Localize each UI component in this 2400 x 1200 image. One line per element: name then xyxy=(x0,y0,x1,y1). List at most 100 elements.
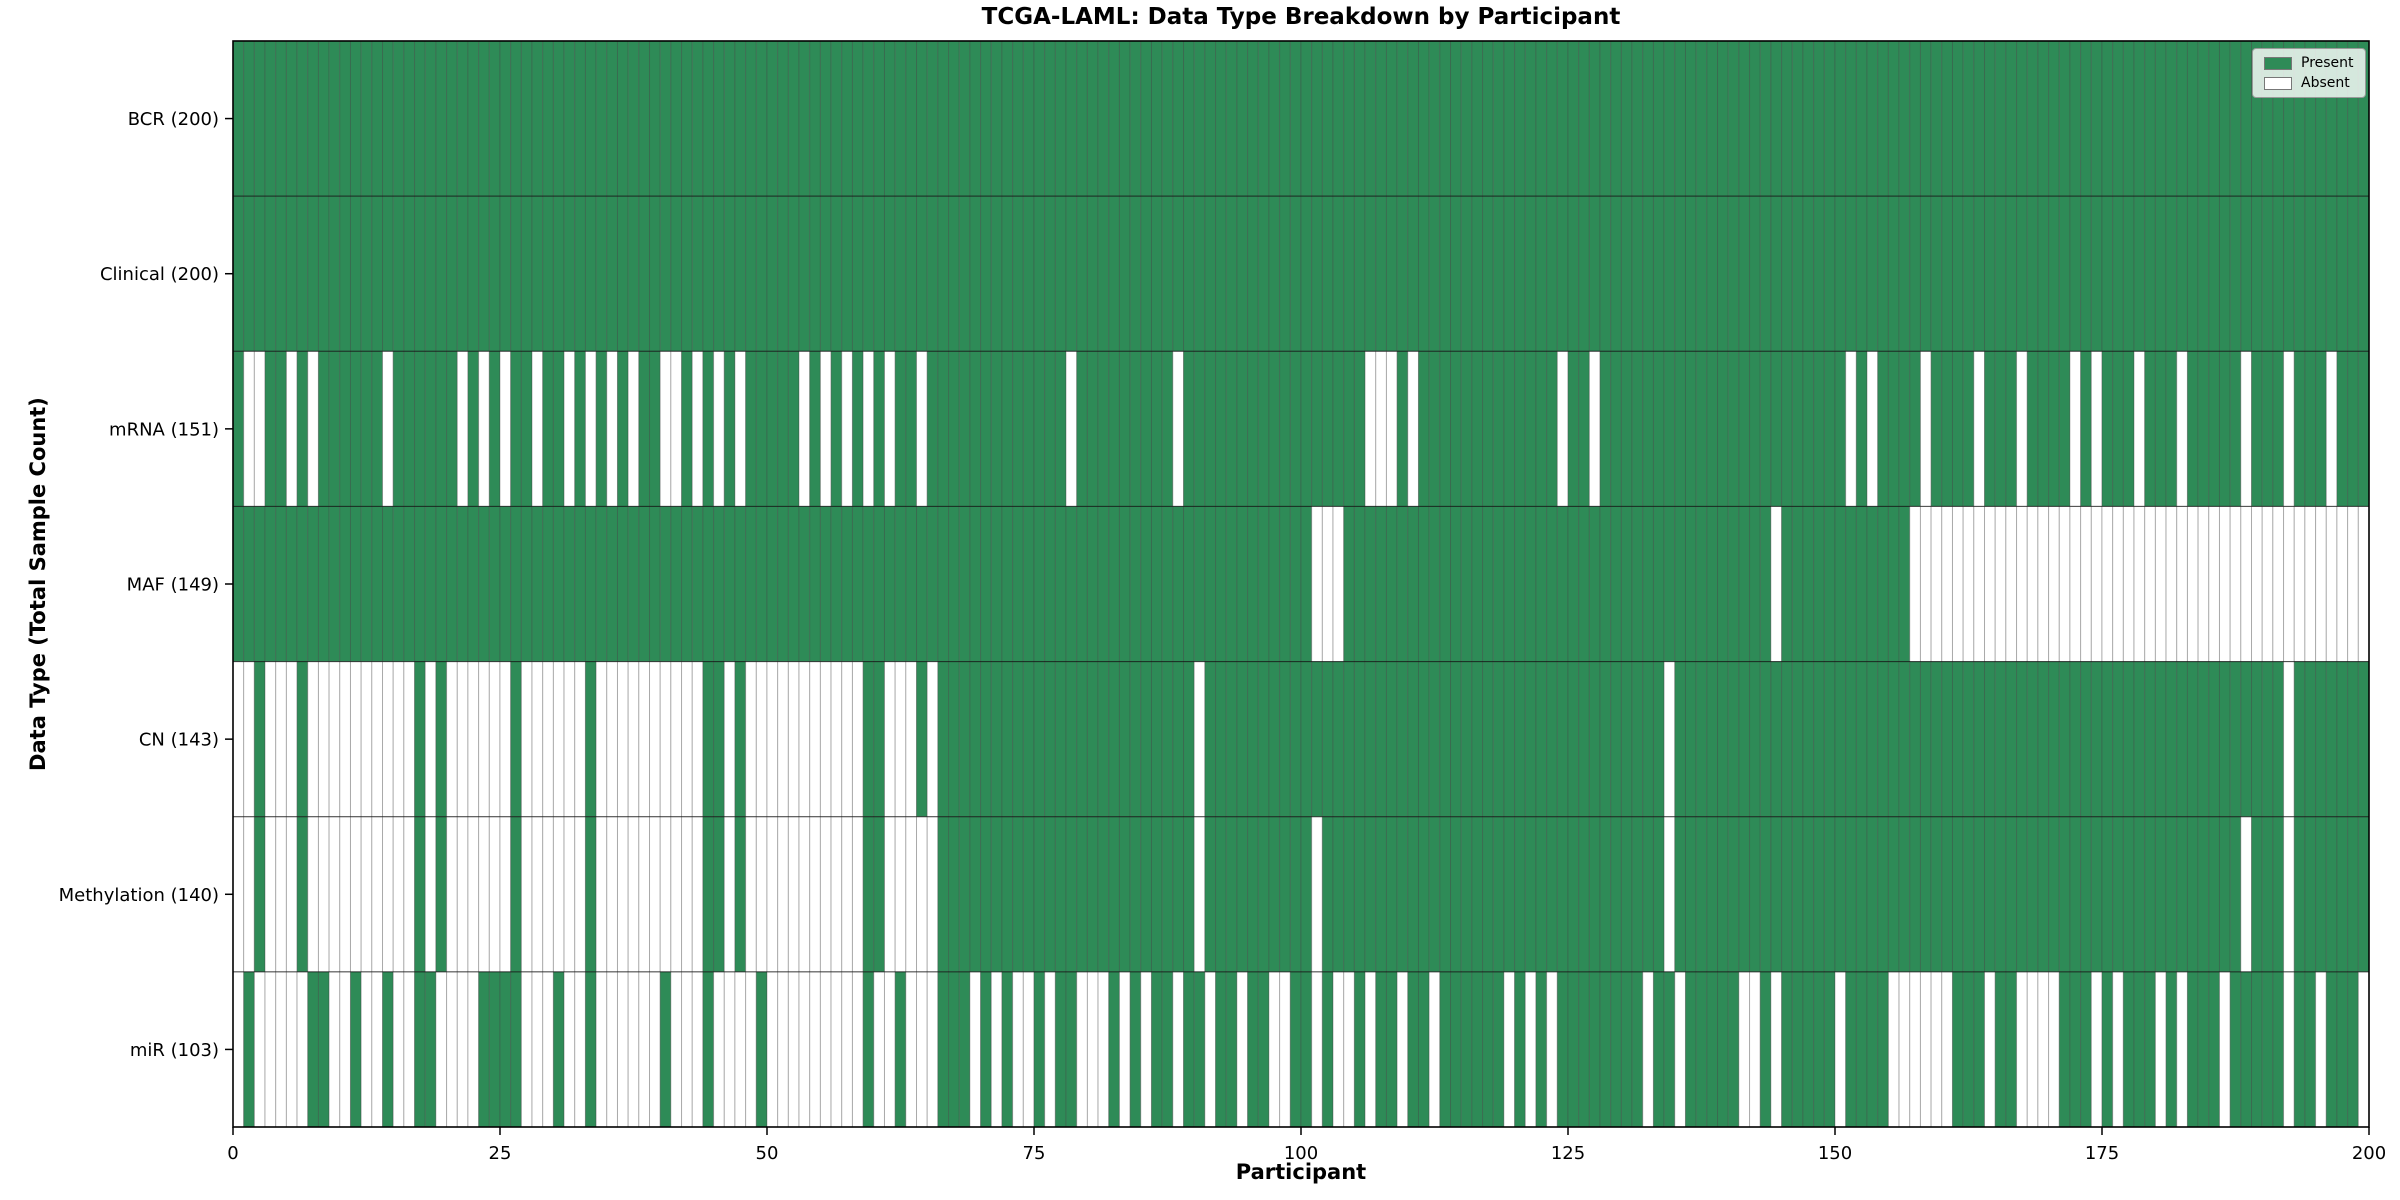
heatmap-cell xyxy=(424,816,437,973)
heatmap-cell xyxy=(723,195,736,352)
legend-swatch-present xyxy=(2264,56,2292,70)
heatmap-cell xyxy=(2154,195,2167,352)
heatmap-cell xyxy=(1834,195,1847,352)
heatmap-cell xyxy=(1289,816,1302,973)
heatmap-cell xyxy=(542,971,554,1128)
heatmap-cell xyxy=(1567,505,1580,663)
heatmap-cell xyxy=(681,195,693,352)
heatmap-cell xyxy=(371,350,384,507)
heatmap-cell xyxy=(862,40,875,197)
heatmap-cell xyxy=(1150,350,1163,507)
heatmap-cell xyxy=(1225,816,1238,973)
heatmap-cell xyxy=(531,350,544,507)
heatmap-cell xyxy=(830,661,843,818)
heatmap-cell xyxy=(734,40,747,197)
heatmap-cell xyxy=(2272,816,2285,973)
heatmap-cell xyxy=(916,505,928,663)
heatmap-cell xyxy=(1257,505,1270,663)
heatmap-cell xyxy=(1215,195,1227,352)
heatmap-cell xyxy=(755,505,768,663)
heatmap-cell xyxy=(2240,971,2253,1128)
heatmap-cell xyxy=(659,661,672,818)
heatmap-cell xyxy=(2347,195,2359,352)
heatmap-cell xyxy=(1984,971,1996,1128)
heatmap-cell xyxy=(958,350,971,507)
heatmap-cell xyxy=(777,816,789,973)
heatmap-cell xyxy=(2357,661,2370,818)
heatmap-cell xyxy=(1268,971,1281,1128)
heatmap-cell xyxy=(2197,195,2210,352)
heatmap-cell xyxy=(1033,40,1046,197)
heatmap-cell xyxy=(1524,816,1537,973)
heatmap-cell xyxy=(392,971,405,1128)
heatmap-cell xyxy=(755,195,768,352)
heatmap-cell xyxy=(1183,661,1195,818)
heatmap-cell xyxy=(1332,195,1345,352)
heatmap-cell xyxy=(552,40,565,197)
heatmap-cell xyxy=(723,40,736,197)
heatmap-cell xyxy=(916,971,928,1128)
heatmap-cell xyxy=(552,505,565,663)
heatmap-cell xyxy=(1642,661,1654,818)
heatmap-cell xyxy=(948,971,960,1128)
heatmap-cell xyxy=(232,350,245,507)
heatmap-cell xyxy=(1578,971,1590,1128)
heatmap-cell xyxy=(1172,971,1185,1128)
heatmap-cell xyxy=(1471,40,1484,197)
heatmap-cell xyxy=(563,195,576,352)
heatmap-cell xyxy=(1364,816,1377,973)
heatmap-cell xyxy=(403,816,416,973)
heatmap-cell xyxy=(1546,505,1558,663)
heatmap-cell xyxy=(414,40,426,197)
heatmap-cell xyxy=(2251,195,2263,352)
heatmap-cell xyxy=(414,505,426,663)
heatmap-cell xyxy=(1984,816,1996,973)
heatmap-cell xyxy=(1417,350,1430,507)
heatmap-cell xyxy=(382,350,394,507)
heatmap-cell xyxy=(488,505,501,663)
heatmap-cell xyxy=(446,40,458,197)
heatmap-cell xyxy=(403,350,416,507)
heatmap-cell xyxy=(638,661,651,818)
heatmap-cell xyxy=(2293,350,2306,507)
heatmap-cell xyxy=(1695,505,1708,663)
heatmap-cell xyxy=(1749,816,1761,973)
heatmap-cell xyxy=(1471,816,1484,973)
heatmap-cell xyxy=(713,505,725,663)
heatmap-cell xyxy=(1749,505,1761,663)
heatmap-cell xyxy=(734,661,747,818)
heatmap-cell xyxy=(713,195,725,352)
heatmap-cell xyxy=(659,971,672,1128)
heatmap-cell xyxy=(2101,195,2114,352)
heatmap-cell xyxy=(1289,40,1302,197)
heatmap-cell xyxy=(734,195,747,352)
heatmap-cell xyxy=(1503,661,1516,818)
heatmap-cell xyxy=(499,971,512,1128)
heatmap-cell xyxy=(403,505,416,663)
heatmap-cell xyxy=(755,661,768,818)
heatmap-cell xyxy=(2005,195,2018,352)
heatmap-cell xyxy=(1460,505,1473,663)
heatmap-cell xyxy=(467,661,480,818)
heatmap-cell xyxy=(1652,816,1665,973)
heatmap-cell xyxy=(1225,40,1238,197)
heatmap-cell xyxy=(1973,971,1986,1128)
heatmap-cell xyxy=(2315,661,2327,818)
heatmap-cell xyxy=(1118,40,1131,197)
heatmap-cell xyxy=(1492,816,1505,973)
heatmap-cell xyxy=(1247,505,1259,663)
heatmap-cell xyxy=(595,816,608,973)
heatmap-cell xyxy=(1332,505,1345,663)
heatmap-cell xyxy=(1567,816,1580,973)
heatmap-cell xyxy=(980,971,992,1128)
heatmap-cell xyxy=(2144,971,2156,1128)
heatmap-cell xyxy=(1684,195,1697,352)
heatmap-cell xyxy=(1396,816,1409,973)
heatmap-cell xyxy=(1428,40,1441,197)
heatmap-cell xyxy=(1044,971,1056,1128)
heatmap-cell xyxy=(1695,195,1708,352)
heatmap-cell xyxy=(649,816,661,973)
heatmap-cell xyxy=(307,816,319,973)
heatmap-cell xyxy=(1225,350,1238,507)
heatmap-cell xyxy=(328,816,341,973)
